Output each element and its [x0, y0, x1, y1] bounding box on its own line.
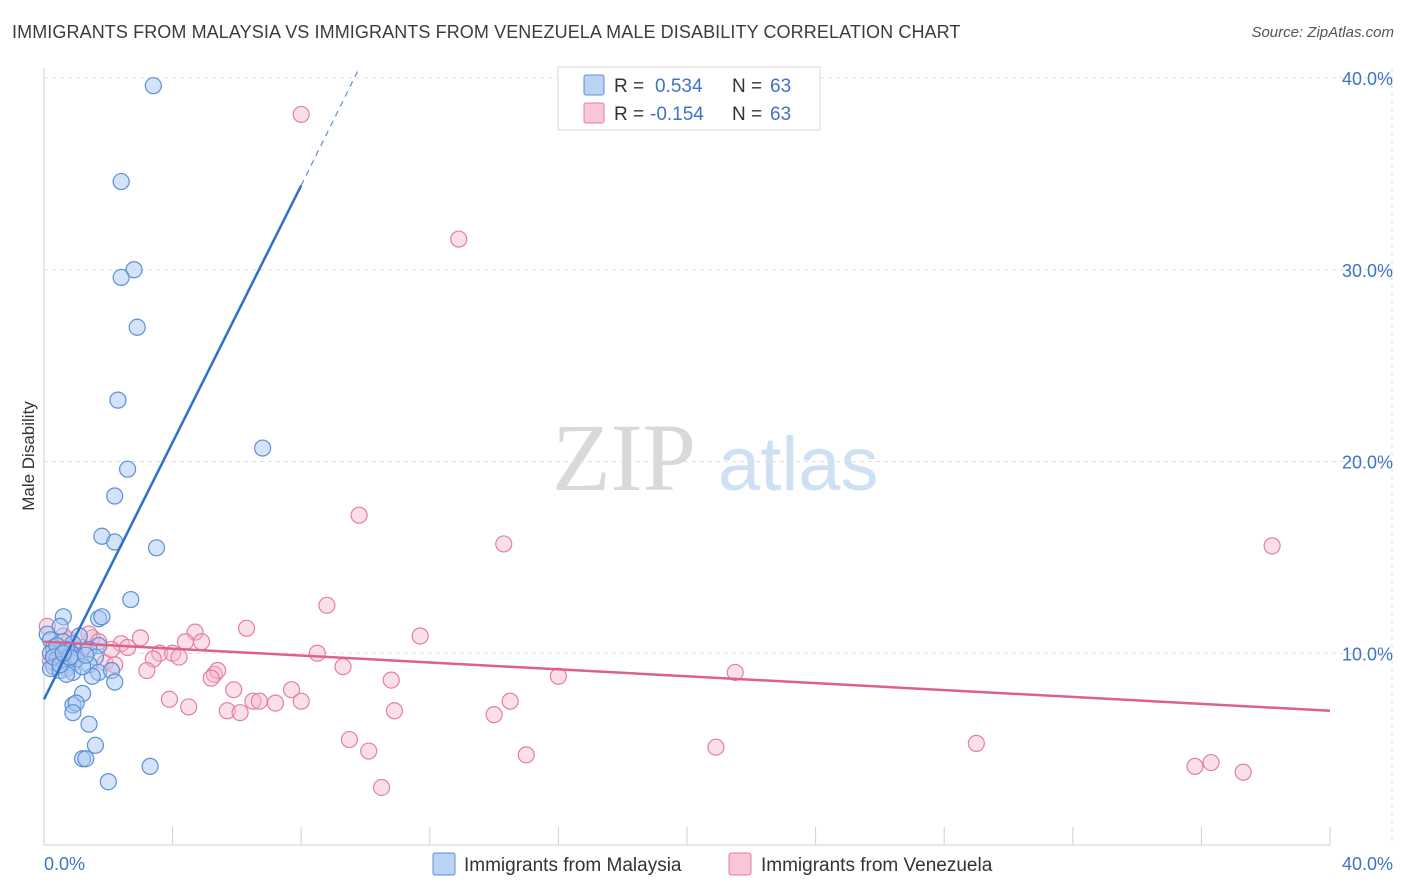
venezuela-point-0 [292, 105, 310, 124]
series-legend: Immigrants from Malaysia Immigrants from… [432, 852, 993, 876]
venezuela-point-4 [1263, 537, 1281, 555]
venezuela-point-40 [266, 694, 285, 712]
y-axis-label: Male Disability [19, 401, 38, 511]
venezuela-point-28 [138, 661, 156, 680]
venezuela-point-6 [237, 619, 256, 637]
venezuela-point-7 [411, 627, 429, 645]
venezuela-point-27 [334, 658, 352, 676]
venezuela-point-14 [176, 633, 195, 651]
bottom-legend-label-malaysia: Immigrants from Malaysia [464, 855, 682, 876]
venezuela-point-53 [1186, 757, 1204, 775]
malaysia-point-11 [147, 539, 166, 557]
venezuela-point-48 [340, 730, 359, 749]
bottom-legend-swatch-malaysia [432, 852, 456, 876]
venezuela-point-38 [244, 692, 262, 710]
venezuela-point-54 [1202, 753, 1220, 772]
malaysia-point-48 [80, 715, 98, 733]
venezuela-point-56 [372, 778, 391, 797]
venezuela-point-26 [170, 648, 188, 666]
venezuela-point-49 [707, 738, 725, 756]
trend-line-malaysia [42, 184, 303, 700]
malaysia-point-6 [254, 439, 272, 457]
malaysia-point-12 [122, 590, 140, 609]
legend-n-value-venezuela: 63 [770, 104, 791, 125]
watermark: ZIP atlas [552, 404, 879, 511]
venezuela-point-1 [450, 230, 468, 248]
malaysia-point-5 [109, 391, 127, 409]
malaysia-point-53 [99, 773, 117, 791]
venezuela-point-36 [282, 681, 301, 699]
venezuela-point-42 [501, 692, 519, 710]
venezuela-point-50 [967, 734, 985, 752]
trend-lines [42, 68, 1331, 713]
chart-title: IMMIGRANTS FROM MALAYSIA VS IMMIGRANTS F… [12, 22, 961, 42]
venezuela-point-3 [495, 535, 513, 553]
venezuela-point-21 [308, 644, 326, 662]
series-venezuela-points [38, 105, 1281, 797]
y-tick-label-0: 10.0% [1342, 644, 1393, 664]
x-tick-label-0: 0.0% [44, 854, 85, 874]
venezuela-point-52 [517, 746, 535, 764]
legend-n-label-malaysia: N = [732, 76, 762, 97]
correlation-legend: R = 0.534 N = 63 R = -0.154 N = 63 [557, 66, 821, 131]
legend-swatch-venezuela [583, 102, 605, 124]
venezuela-point-5 [318, 596, 336, 614]
axes [43, 68, 1331, 846]
x-tick-label-1: 40.0% [1342, 854, 1393, 874]
watermark-atlas: atlas [718, 422, 879, 507]
y-tick-label-2: 30.0% [1342, 261, 1393, 281]
y-tick-labels: 10.0% 20.0% 30.0% 40.0% [1342, 69, 1393, 664]
malaysia-point-14 [93, 608, 111, 626]
malaysia-point-1 [112, 172, 130, 191]
malaysia-point-0 [144, 77, 162, 95]
source-credit: Source: ZipAtlas.com [1251, 24, 1394, 41]
legend-r-label-malaysia: R = [614, 76, 644, 97]
venezuela-point-47 [485, 706, 503, 724]
legend-r-value-malaysia: 0.534 [655, 76, 703, 97]
venezuela-point-55 [1234, 763, 1252, 781]
malaysia-point-49 [86, 736, 105, 754]
bottom-legend-swatch-venezuela [728, 852, 752, 876]
legend-n-label-venezuela: N = [732, 104, 762, 125]
malaysia-point-7 [118, 460, 137, 478]
venezuela-point-2 [350, 506, 368, 524]
venezuela-point-51 [360, 742, 378, 760]
malaysia-point-2 [125, 261, 143, 279]
legend-r-label-venezuela: R = [614, 104, 644, 125]
x-tick-labels: 0.0% 40.0% [44, 854, 1393, 874]
legend-n-value-malaysia: 63 [770, 76, 791, 97]
venezuela-point-32 [382, 671, 400, 689]
malaysia-point-51 [77, 750, 95, 768]
venezuela-point-41 [292, 692, 310, 710]
watermark-zip: ZIP [552, 404, 696, 511]
malaysia-point-3 [112, 268, 130, 287]
venezuela-point-37 [160, 690, 178, 708]
malaysia-point-47 [64, 704, 82, 722]
venezuela-point-34 [726, 663, 744, 682]
legend-swatch-malaysia [583, 74, 605, 96]
venezuela-point-35 [225, 681, 243, 699]
venezuela-point-43 [180, 698, 198, 716]
venezuela-point-39 [250, 692, 269, 710]
malaysia-point-8 [106, 487, 124, 505]
malaysia-point-43 [106, 673, 124, 691]
malaysia-point-61 [77, 646, 95, 664]
venezuela-point-44 [218, 702, 236, 720]
legend-r-value-venezuela: -0.154 [650, 104, 704, 125]
malaysia-point-4 [128, 318, 146, 336]
malaysia-point-52 [141, 757, 159, 775]
trend-line-malaysia-extension [300, 68, 360, 186]
bottom-legend-label-venezuela: Immigrants from Venezuela [761, 855, 993, 876]
venezuela-point-45 [231, 704, 249, 722]
venezuela-point-31 [202, 669, 220, 687]
venezuela-point-46 [385, 702, 404, 720]
trend-line-venezuela [43, 640, 1331, 713]
y-tick-label-1: 20.0% [1342, 453, 1393, 473]
y-tick-label-3: 40.0% [1342, 69, 1393, 89]
venezuela-point-15 [192, 633, 211, 651]
